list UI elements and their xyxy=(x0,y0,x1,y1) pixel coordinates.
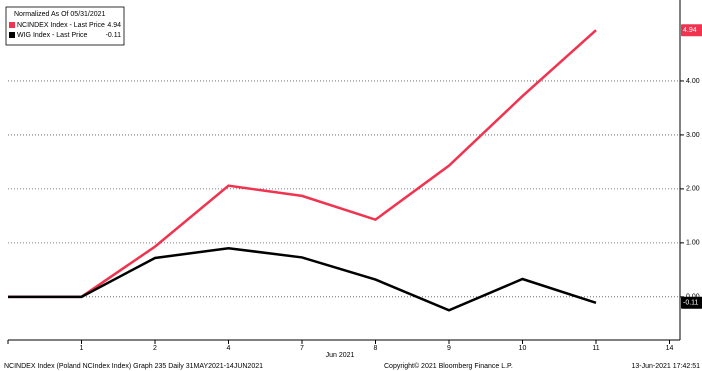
series-line xyxy=(8,246,597,312)
legend-box xyxy=(5,6,125,46)
legend-label: WIG Index - Last Price xyxy=(17,32,88,39)
last-value-tag xyxy=(681,296,702,309)
legend-value: -0.11 xyxy=(106,32,122,39)
series-line xyxy=(8,29,597,299)
footer-right: 13-Jun-2021 17:42:51 xyxy=(632,363,701,370)
legend-swatch xyxy=(9,22,15,28)
last-value-label: -0.11 xyxy=(683,300,699,307)
x-tick-label: 8 xyxy=(374,345,378,352)
legend-value: 4.94 xyxy=(107,22,121,29)
last-value-tag xyxy=(681,24,702,37)
y-tick-label: 4.00 xyxy=(686,78,700,85)
x-tick-label: 10 xyxy=(519,345,527,352)
legend-label: NCINDEX Index - Last Price xyxy=(17,22,105,29)
footer-center: Copyright© 2021 Bloomberg Finance L.P. xyxy=(384,362,513,370)
last-value-label: 4.94 xyxy=(683,27,697,34)
legend: Normalized As Of 05/31/2021 NCINDEX Index… xyxy=(5,6,125,46)
x-tick-label: 9 xyxy=(447,345,451,352)
y-tick-label: 3.00 xyxy=(686,132,700,139)
x-annotation: Jun 2021 xyxy=(326,352,355,359)
footer-left: NCINDEX Index (Poland NCIndex Index) Gra… xyxy=(4,363,263,370)
legend-title: Normalized As Of 05/31/2021 xyxy=(14,11,106,18)
x-tick-label: 11 xyxy=(592,345,599,352)
x-tick-label: 2 xyxy=(153,345,157,352)
y-tick-label: 2.00 xyxy=(686,186,700,193)
x-tick-label: 4 xyxy=(227,345,231,352)
x-tick-label: 14 xyxy=(666,345,674,352)
x-tick-label: 1 xyxy=(80,345,84,352)
y-tick-label: 1.00 xyxy=(686,240,700,247)
legend-swatch xyxy=(9,32,15,38)
x-tick-label: 7 xyxy=(300,345,304,352)
